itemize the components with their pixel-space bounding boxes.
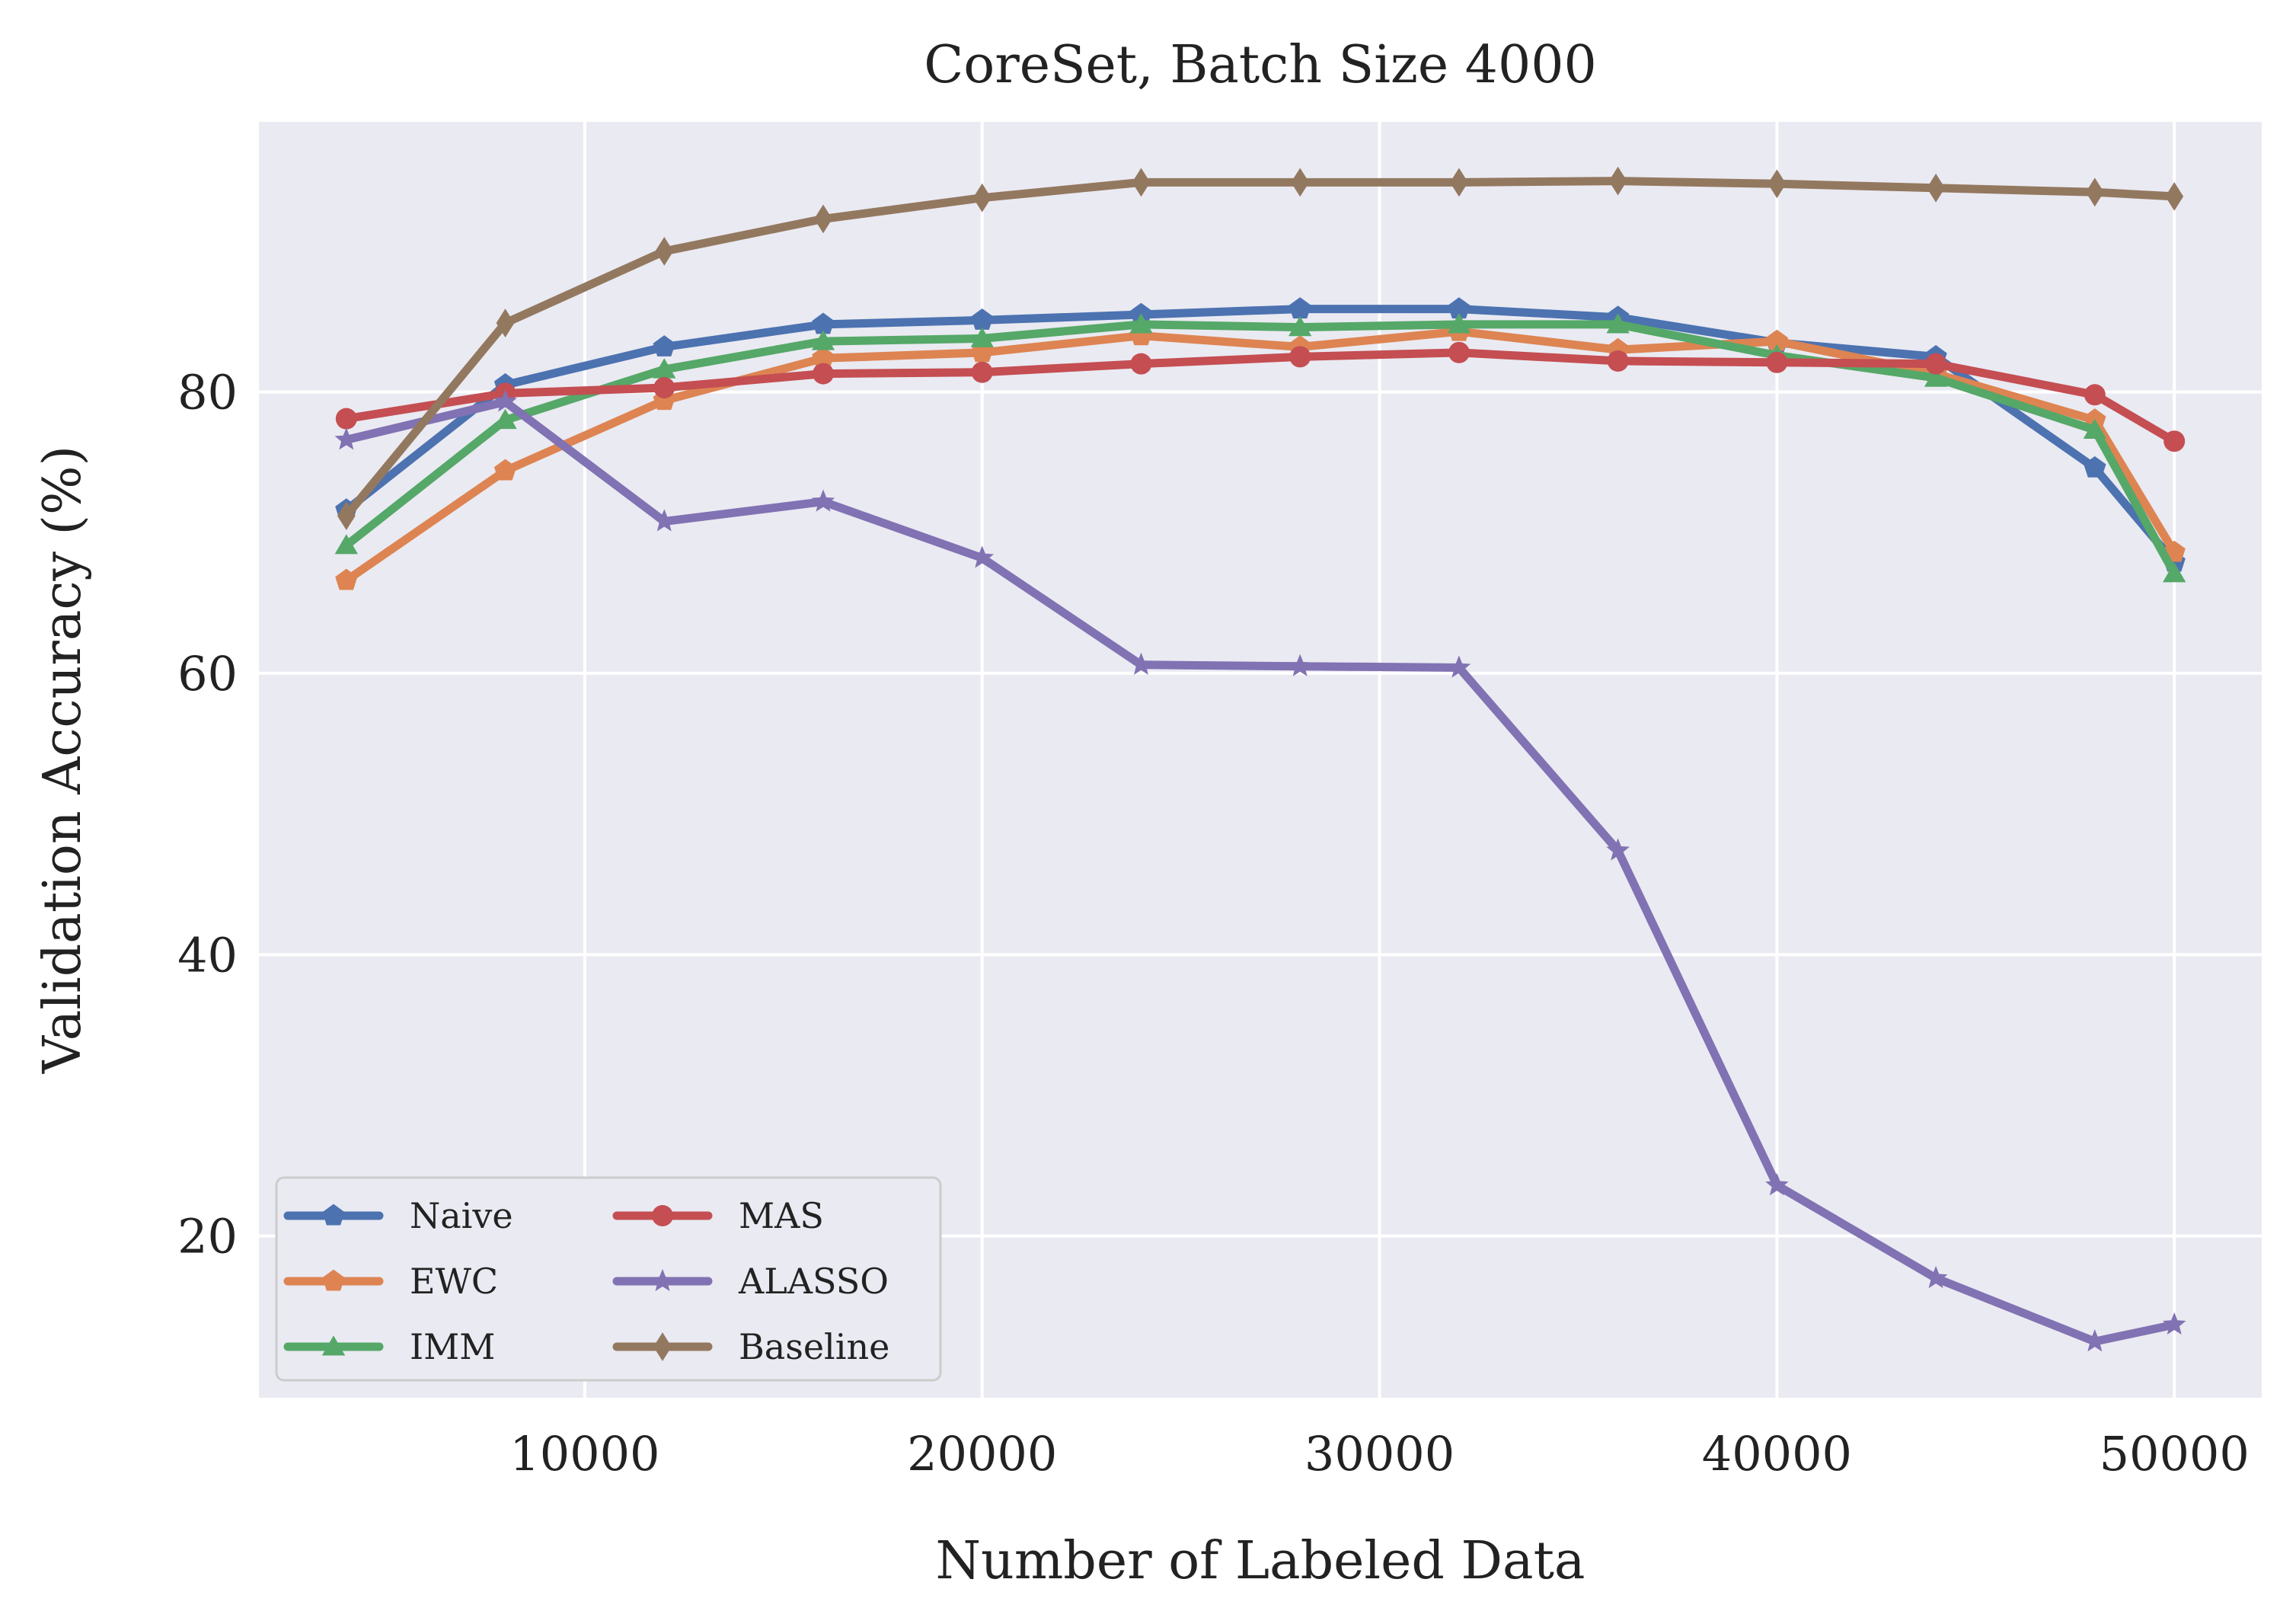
- legend-marker-baseline: [653, 1332, 672, 1361]
- x-tick-label: 50000: [2100, 1426, 2250, 1482]
- data-point-ewc: [493, 459, 517, 481]
- legend-label-ewc: EWC: [410, 1261, 498, 1302]
- data-point-mas: [1289, 346, 1311, 368]
- data-point-mas: [1448, 341, 1470, 363]
- data-point-alasso: [1765, 1173, 1789, 1196]
- legend-entry-alasso: ALASSO: [612, 1261, 889, 1302]
- data-point-baseline: [2165, 182, 2184, 211]
- data-point-alasso: [1288, 654, 1312, 676]
- data-point-baseline: [972, 183, 992, 213]
- legend: Naive EWC IMM MAS ALASSO Baseline: [275, 1176, 942, 1382]
- data-point-baseline: [1132, 168, 1151, 197]
- series-layer: [334, 166, 2186, 1352]
- data-point-baseline: [1927, 173, 1945, 203]
- data-point-baseline: [814, 204, 832, 234]
- data-point-ewc: [335, 568, 358, 590]
- data-point-alasso: [811, 489, 835, 512]
- legend-entry-imm: IMM: [283, 1326, 495, 1367]
- legend-marker-alasso: [650, 1268, 675, 1291]
- legend-label-mas: MAS: [739, 1195, 824, 1236]
- data-point-alasso: [1606, 838, 1630, 861]
- x-axis-label: Number of Labeled Data: [936, 1531, 1585, 1591]
- data-point-alasso: [1447, 655, 1471, 678]
- y-tick-label: 60: [177, 646, 238, 702]
- data-point-mas: [335, 408, 357, 430]
- data-point-mas: [812, 363, 834, 385]
- data-point-imm: [2083, 418, 2106, 439]
- legend-label-naive: Naive: [410, 1195, 513, 1236]
- data-point-mas: [1607, 350, 1629, 372]
- legend-marker-imm: [321, 1335, 346, 1356]
- x-tick-label: 30000: [1304, 1426, 1455, 1482]
- x-tick-labels: 10000 20000 30000 40000 50000: [509, 1426, 2250, 1482]
- y-tick-label: 40: [177, 927, 238, 983]
- data-point-imm: [811, 330, 835, 350]
- data-point-baseline: [655, 237, 674, 266]
- y-axis-label: Validation Accuracy (%): [33, 446, 93, 1074]
- data-point-naive: [971, 308, 994, 330]
- series-alasso: [334, 389, 2186, 1352]
- data-point-alasso: [493, 389, 517, 412]
- data-point-imm: [970, 327, 994, 347]
- data-point-imm: [653, 358, 676, 379]
- data-point-baseline: [2085, 177, 2104, 207]
- data-point-mas: [2163, 430, 2186, 452]
- data-point-mas: [971, 361, 993, 383]
- data-point-naive: [1289, 297, 1311, 319]
- legend-entry-naive: Naive: [283, 1195, 513, 1236]
- x-tick-label: 40000: [1702, 1426, 1852, 1482]
- data-point-mas: [2084, 384, 2106, 406]
- legend-entry-mas: MAS: [612, 1195, 824, 1236]
- data-point-alasso: [2083, 1329, 2107, 1352]
- data-point-baseline: [1768, 169, 1787, 199]
- data-point-imm: [2163, 562, 2186, 583]
- legend-label-alasso: ALASSO: [738, 1261, 889, 1302]
- legend-marker-naive: [322, 1204, 345, 1226]
- y-tick-label: 20: [177, 1209, 238, 1264]
- data-point-imm: [1289, 315, 1312, 337]
- data-point-alasso: [970, 545, 994, 568]
- data-point-naive: [653, 335, 675, 356]
- data-point-naive: [812, 312, 835, 334]
- data-point-baseline: [337, 501, 356, 530]
- data-point-alasso: [1924, 1265, 1948, 1289]
- data-point-imm: [1129, 313, 1153, 334]
- legend-marker-mas: [652, 1205, 673, 1226]
- data-point-alasso: [1129, 652, 1153, 675]
- data-point-imm: [334, 534, 358, 555]
- chart-title: CoreSet, Batch Size 4000: [924, 35, 1597, 95]
- data-point-baseline: [1608, 166, 1627, 196]
- data-point-alasso: [2162, 1312, 2186, 1335]
- data-point-mas: [1766, 351, 1788, 373]
- legend-label-imm: IMM: [410, 1326, 495, 1367]
- x-tick-label: 20000: [907, 1426, 1057, 1482]
- data-point-mas: [1925, 353, 1947, 375]
- y-tick-labels: 20 40 60 80: [177, 365, 238, 1264]
- data-point-imm: [1447, 313, 1471, 334]
- data-point-baseline: [1450, 168, 1468, 197]
- data-point-baseline: [496, 308, 515, 337]
- data-point-alasso: [334, 427, 359, 450]
- data-point-imm: [1924, 366, 1948, 387]
- data-point-naive: [2084, 456, 2106, 478]
- data-point-mas: [653, 377, 675, 399]
- data-point-ewc: [812, 346, 835, 368]
- data-point-baseline: [1291, 168, 1310, 197]
- series-baseline: [337, 166, 2184, 530]
- legend-frame: [275, 1176, 942, 1382]
- y-tick-label: 80: [177, 365, 238, 420]
- legend-entry-baseline: Baseline: [612, 1326, 889, 1367]
- legend-label-baseline: Baseline: [739, 1326, 889, 1367]
- data-point-imm: [493, 408, 517, 430]
- legend-entry-ewc: EWC: [283, 1261, 498, 1302]
- x-tick-label: 10000: [509, 1426, 659, 1482]
- data-point-ewc: [1765, 329, 1788, 351]
- data-point-naive: [1448, 297, 1471, 319]
- data-point-imm: [1606, 313, 1630, 334]
- data-point-alasso: [652, 509, 676, 532]
- legend-marker-ewc: [322, 1269, 345, 1291]
- series-mas: [335, 341, 2186, 452]
- data-point-mas: [1130, 353, 1152, 375]
